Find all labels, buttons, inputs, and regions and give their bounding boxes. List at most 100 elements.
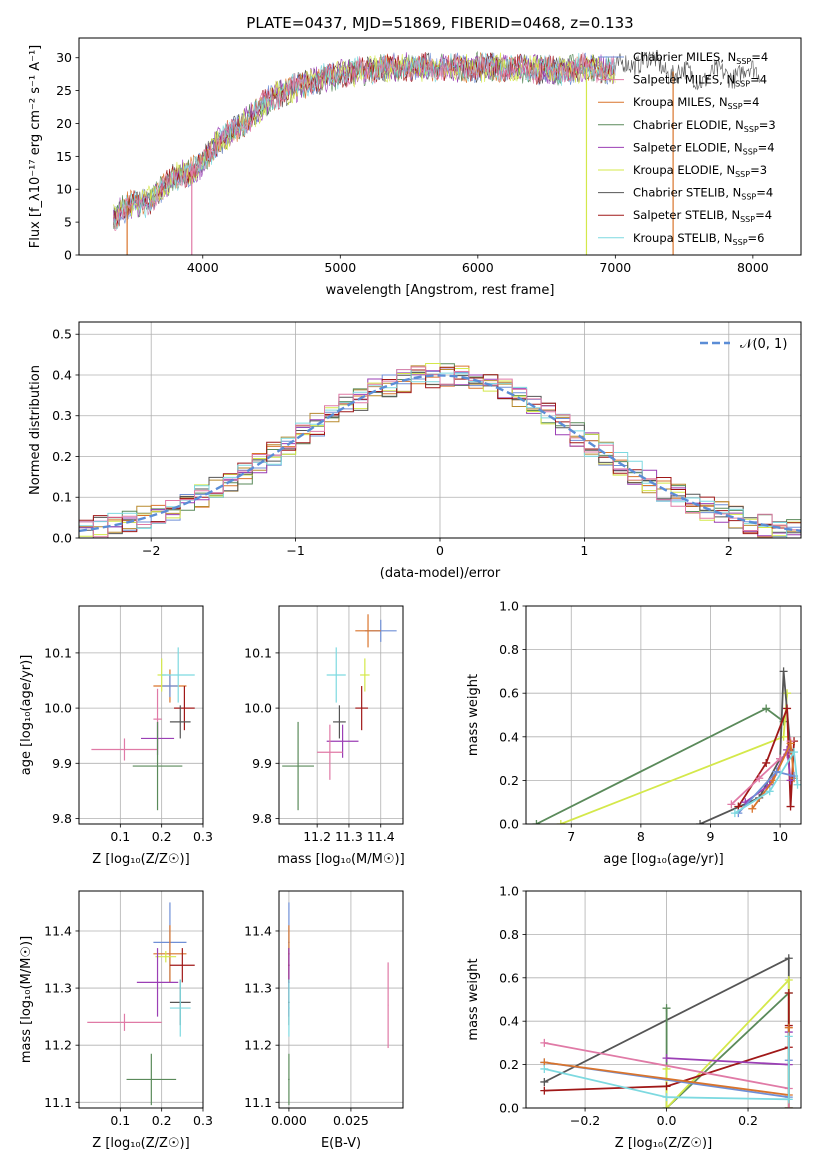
x-axis-label: Z [log₁₀(Z/Z☉)] — [92, 1136, 189, 1151]
data-point — [87, 1013, 162, 1031]
weight-marker — [540, 1064, 549, 1073]
x-axis-label: Z [log₁₀(Z/Z☉)] — [92, 852, 189, 867]
x-tick-label: 0.2 — [738, 1113, 758, 1128]
weight-marker — [755, 774, 764, 783]
weight-marker — [784, 975, 793, 984]
y-axis-label: age [log₁₀(age/yr)] — [19, 655, 34, 776]
weight-marker — [786, 802, 795, 811]
x-axis-label: Z [log₁₀(Z/Z☉)] — [615, 1136, 712, 1151]
y-tick-label: 11.3 — [244, 981, 272, 996]
figure-title: PLATE=0437, MJD=51869, FIBERID=0468, z=0… — [246, 14, 633, 32]
weight-series — [666, 1032, 790, 1066]
axes-frame — [278, 605, 404, 825]
data-point — [169, 705, 191, 739]
weight-marker — [540, 1077, 549, 1086]
y-tick-label: 5 — [64, 215, 72, 230]
y-tick-label: 0 — [64, 248, 72, 263]
data-point — [136, 948, 179, 1017]
x-tick-label: −0.2 — [570, 1113, 600, 1128]
data-point — [360, 658, 370, 692]
x-tick-label: 0.1 — [110, 1113, 130, 1128]
weight-marker — [784, 1023, 793, 1032]
data-point — [155, 950, 177, 963]
data-point — [174, 686, 195, 731]
data-point — [387, 962, 389, 1049]
y-tick-label: 25 — [56, 83, 72, 98]
y-tick-label: 11.4 — [244, 923, 272, 938]
x-tick-label: 5000 — [324, 260, 356, 275]
weight-series — [734, 749, 799, 814]
x-tick-label: 0.0 — [657, 1113, 677, 1128]
axes-frame — [78, 890, 204, 1109]
x-tick-label: 0.3 — [193, 829, 213, 844]
weight_vs_Z-plot-area — [540, 954, 793, 1108]
y-tick-label: 10.0 — [244, 701, 272, 716]
axes-frame — [78, 37, 802, 256]
weight-marker — [793, 780, 801, 789]
weight_vs_age-plot-area — [532, 667, 801, 824]
x-axis-label: E(B-V) — [321, 1136, 361, 1151]
age_vs_mass-panel: 11.2 11.3 11.4 9.8 9.9 10.0 10.1 mass [log₁₀(M/… — [244, 605, 405, 867]
y-tick-label: 0.2 — [499, 1057, 519, 1072]
y-tick-label: 10.1 — [244, 645, 272, 660]
data-point — [288, 1053, 290, 1106]
y-tick-label: 0.4 — [499, 1014, 519, 1029]
y-tick-label: 9.9 — [52, 756, 72, 771]
weight_vs_age-panel: 7 8 9 10 0.0 0.2 0.4 0.6 0.8 1.0 age [log₁₀(age/yr… — [466, 599, 802, 867]
x-tick-label: 8000 — [737, 260, 769, 275]
weight-series — [544, 1036, 790, 1101]
weight-series — [560, 693, 788, 824]
y-tick-label: 11.2 — [44, 1038, 72, 1053]
weight-marker — [662, 1082, 671, 1091]
y-axis-label: Flux [f_λ10⁻¹⁷ erg cm⁻² s⁻¹ A⁻¹] — [28, 45, 43, 249]
y-tick-label: 0.0 — [499, 817, 519, 832]
y-tick-label: 20 — [56, 116, 72, 131]
weight-marker — [786, 739, 795, 748]
y-tick-label: 0.5 — [52, 327, 72, 342]
data-point — [153, 925, 187, 983]
weight-marker — [730, 809, 739, 818]
spectrum-line — [113, 52, 616, 231]
data-point — [91, 738, 158, 761]
y-tick-label: 1.0 — [499, 884, 519, 899]
y-tick-label: 0.0 — [52, 531, 72, 546]
x-tick-label: 2 — [725, 543, 733, 558]
axes-frame — [278, 890, 404, 1109]
x-tick-label: 9 — [707, 829, 715, 844]
weight-marker — [790, 748, 799, 757]
y-tick-label: 11.4 — [44, 923, 72, 938]
x-tick-label: 11.4 — [367, 829, 395, 844]
gaussian-curve — [79, 374, 801, 533]
x-axis-label: mass [log₁₀(M/M☉)] — [277, 852, 404, 867]
x-tick-label: 11.3 — [335, 829, 363, 844]
weight-marker — [762, 704, 771, 713]
x-tick-label: 0.3 — [193, 1113, 213, 1128]
data-point — [317, 724, 343, 780]
x-tick-label: 0 — [436, 543, 444, 558]
mass_vs_ebv-panel: 0.000 0.025 11.1 11.2 11.3 11.4 E(B-V) — [244, 890, 404, 1151]
legend-entry: Chabrier ELODIE, NSSP=3 — [633, 118, 776, 134]
chart-layer: 4000 5000 6000 7000 8000051015202530waveleng… — [19, 37, 802, 1151]
weight-marker — [727, 800, 736, 809]
y-axis-label: mass [log₁₀(M/M☉)] — [19, 936, 34, 1063]
data-point — [169, 948, 195, 983]
x-tick-label: −1 — [286, 543, 304, 558]
weight-marker — [772, 767, 781, 776]
data-point — [355, 686, 369, 731]
age_vs_Z-plot-area — [91, 647, 195, 811]
y-tick-label: 15 — [56, 149, 72, 164]
weight-marker — [762, 758, 771, 767]
legend-entry: 𝒩(0, 1) — [740, 337, 787, 352]
weight-marker — [662, 1004, 671, 1013]
mass_vs_ebv-plot-area — [288, 902, 389, 1106]
spectrum-line — [113, 52, 616, 222]
age_vs_mass-plot-area — [282, 614, 397, 811]
data-point — [355, 614, 381, 648]
data-point — [132, 721, 183, 811]
y-axis-label: mass weight — [466, 674, 481, 756]
y-tick-label: 9.8 — [252, 811, 272, 826]
weight-marker — [783, 689, 792, 698]
data-point — [288, 979, 290, 1037]
weight-marker — [784, 988, 793, 997]
